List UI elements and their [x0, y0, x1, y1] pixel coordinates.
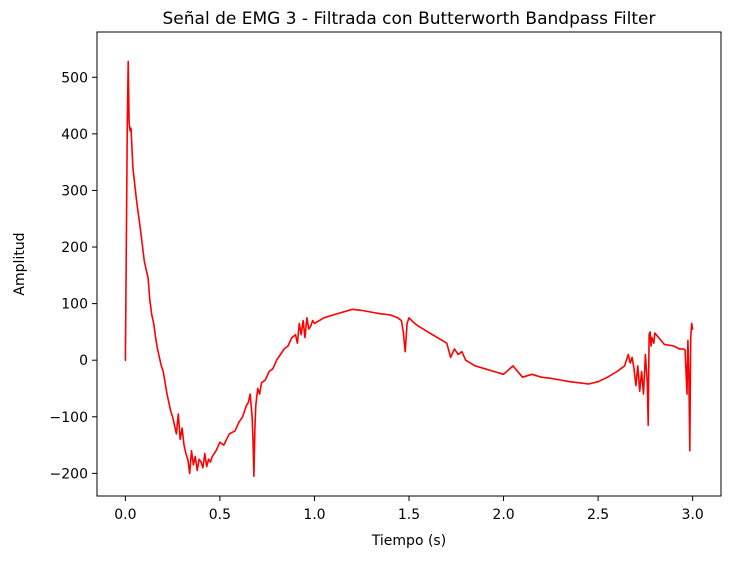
x-tick-label: 2.5 — [587, 507, 609, 523]
y-tick-label: −200 — [50, 466, 88, 482]
x-tick-label: 0.5 — [209, 507, 231, 523]
x-tick-label: 1.0 — [303, 507, 325, 523]
y-tick-label: 200 — [61, 240, 88, 256]
chart-title: Señal de EMG 3 - Filtrada con Butterwort… — [163, 9, 656, 29]
x-axis: 0.0 0.5 1.0 1.5 2.0 2.5 3.0 — [114, 496, 704, 523]
series-line-0 — [124, 60, 694, 478]
x-axis-label: Tiempo (s) — [371, 533, 446, 549]
y-tick-label: 0 — [79, 353, 88, 369]
x-tick-label: 0.0 — [114, 507, 136, 523]
y-tick-label: 300 — [61, 183, 88, 199]
y-tick-label: 100 — [61, 297, 88, 313]
y-axis: −200 −100 0 100 200 300 400 500 — [50, 70, 97, 482]
series-layer — [124, 60, 694, 478]
plot-area — [96, 31, 722, 497]
y-tick-label: 400 — [61, 127, 88, 143]
y-tick-label: −100 — [50, 410, 88, 426]
y-axis-label: Amplitud — [12, 232, 28, 295]
plot-frame — [96, 31, 722, 497]
x-tick-label: 3.0 — [682, 507, 704, 523]
x-tick-label: 1.5 — [398, 507, 420, 523]
y-tick-label: 500 — [61, 70, 88, 86]
x-tick-label: 2.0 — [492, 507, 514, 523]
